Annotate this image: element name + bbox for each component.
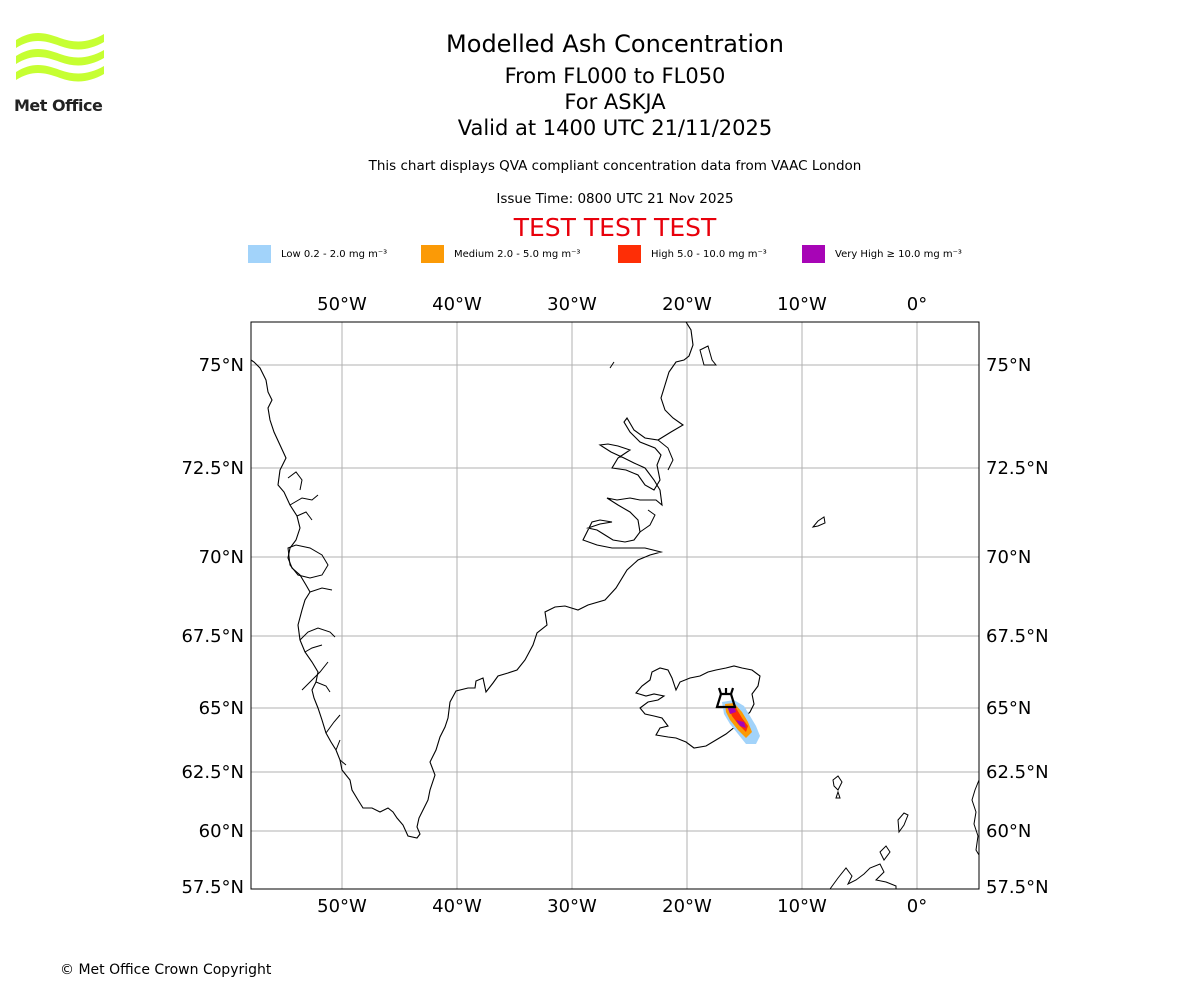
issue-time: Issue Time: 0800 UTC 21 Nov 2025 — [496, 191, 734, 207]
legend-label: Low 0.2 - 2.0 mg m⁻³ — [281, 248, 388, 260]
lat-label: 70°N — [986, 547, 1031, 568]
lon-label: 30°W — [547, 896, 597, 917]
lon-label: 40°W — [432, 896, 482, 917]
scotland-coastline — [829, 863, 897, 890]
map-grid — [251, 322, 979, 889]
faroe-islands — [832, 775, 843, 799]
test-banner: TEST TEST TEST — [513, 213, 717, 242]
copyright-notice: © Met Office Crown Copyright — [60, 962, 272, 978]
legend-swatch-medium — [421, 245, 444, 263]
legend-swatch-high — [618, 245, 641, 263]
legend-swatch-low — [248, 245, 271, 263]
lon-label: 50°W — [317, 294, 367, 315]
latitude-labels-right: 75°N 72.5°N 70°N 67.5°N 65°N 62.5°N 60°N… — [986, 355, 1049, 898]
greenland-fjords — [287, 345, 718, 766]
flight-level-range: From FL000 to FL050 — [504, 64, 726, 88]
map-frame — [250, 321, 980, 890]
legend-item-low: Low 0.2 - 2.0 mg m⁻³ — [248, 244, 387, 264]
lon-label: 0° — [907, 896, 927, 917]
shetland-islands — [879, 812, 909, 861]
lat-label: 57.5°N — [986, 877, 1049, 898]
lat-label: 60°N — [199, 821, 244, 842]
lat-label: 57.5°N — [181, 877, 244, 898]
lat-label: 62.5°N — [986, 762, 1049, 783]
greenland-coastline — [250, 321, 694, 839]
lon-label: 30°W — [547, 294, 597, 315]
lat-label: 65°N — [199, 698, 244, 719]
lat-label: 67.5°N — [181, 626, 244, 647]
lon-label: 20°W — [662, 294, 712, 315]
lat-label: 65°N — [986, 698, 1031, 719]
volcano-icon — [715, 687, 737, 709]
lon-label: 20°W — [662, 896, 712, 917]
legend-item-very-high: Very High ≥ 10.0 mg m⁻³ — [802, 244, 962, 264]
chart-description: This chart displays QVA compliant concen… — [368, 158, 862, 174]
lon-label: 0° — [907, 294, 927, 315]
lon-label: 10°W — [777, 896, 827, 917]
lat-label: 72.5°N — [986, 458, 1049, 479]
lat-label: 70°N — [199, 547, 244, 568]
lon-label: 50°W — [317, 896, 367, 917]
met-office-logo: Met Office — [14, 30, 106, 115]
legend-label: High 5.0 - 10.0 mg m⁻³ — [651, 248, 767, 260]
lon-label: 40°W — [432, 294, 482, 315]
norway-coastline — [971, 779, 980, 856]
longitude-labels-bottom: 50°W 40°W 30°W 20°W 10°W 0° — [317, 896, 927, 917]
valid-time: Valid at 1400 UTC 21/11/2025 — [457, 116, 773, 140]
latitude-labels-left: 75°N 72.5°N 70°N 67.5°N 65°N 62.5°N 60°N… — [181, 355, 244, 898]
chart-title: Modelled Ash Concentration — [446, 30, 784, 58]
legend-swatch-very-high — [802, 245, 825, 263]
met-office-wave-logo — [16, 33, 104, 82]
legend-item-high: High 5.0 - 10.0 mg m⁻³ — [618, 244, 767, 264]
lon-label: 10°W — [777, 294, 827, 315]
longitude-labels-top: 50°W 40°W 30°W 20°W 10°W 0° — [317, 294, 927, 315]
lat-label: 60°N — [986, 821, 1031, 842]
lat-label: 62.5°N — [181, 762, 244, 783]
jan-mayen-island — [811, 516, 826, 528]
logo-text: Met Office — [14, 96, 103, 115]
legend-label: Medium 2.0 - 5.0 mg m⁻³ — [454, 248, 581, 260]
ash-plume — [722, 700, 760, 744]
legend-label: Very High ≥ 10.0 mg m⁻³ — [835, 248, 962, 260]
volcano-name: For ASKJA — [564, 90, 666, 114]
ash-very-high-area — [727, 706, 746, 728]
lat-label: 72.5°N — [181, 458, 244, 479]
lat-label: 67.5°N — [986, 626, 1049, 647]
legend-item-medium: Medium 2.0 - 5.0 mg m⁻³ — [421, 244, 580, 264]
lat-label: 75°N — [986, 355, 1031, 376]
lat-label: 75°N — [199, 355, 244, 376]
